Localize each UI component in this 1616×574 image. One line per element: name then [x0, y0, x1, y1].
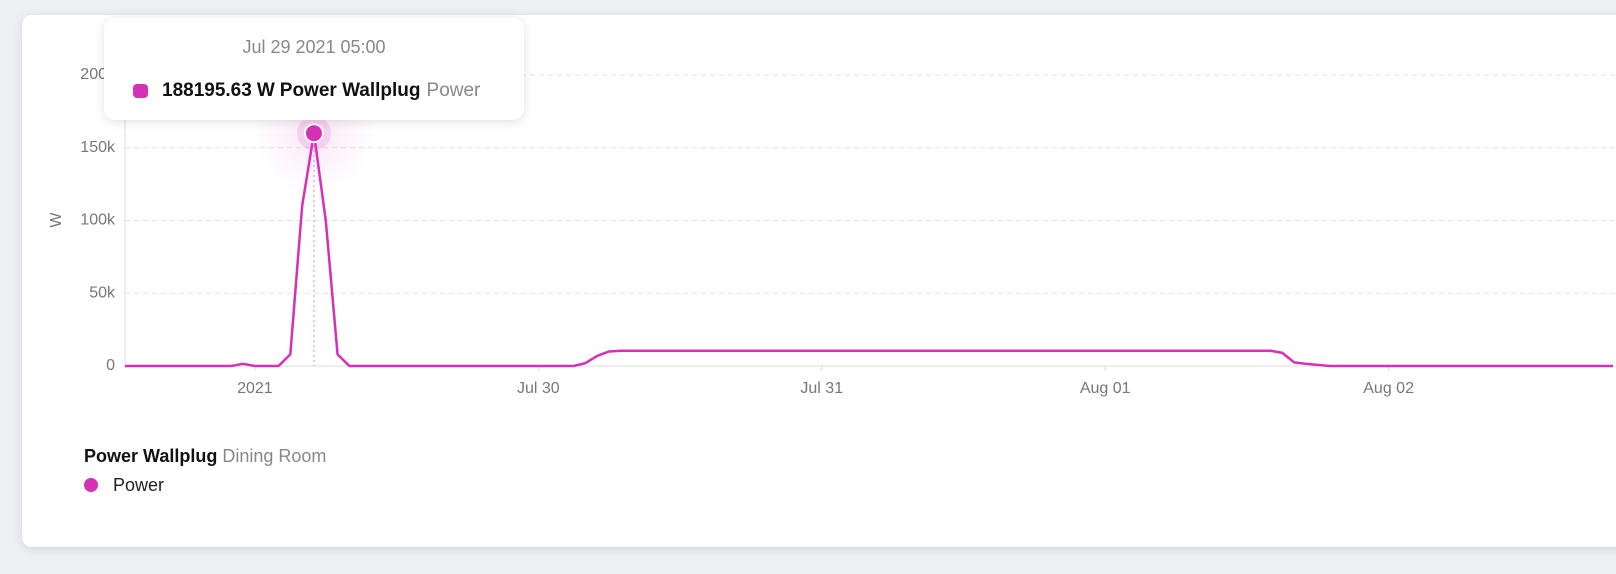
- y-tick-label: 150k: [80, 139, 116, 156]
- legend-swatch[interactable]: [84, 478, 98, 492]
- x-tick-label: Jul 31: [800, 380, 843, 397]
- tooltip-unit: W: [257, 80, 275, 101]
- x-tick-label: Aug 01: [1080, 380, 1131, 397]
- tooltip-swatch: [133, 84, 148, 98]
- tooltip-entity: Power Wallplug: [280, 80, 421, 101]
- tooltip: [104, 18, 524, 120]
- y-tick-label: 50k: [89, 284, 116, 301]
- tooltip-value: 188195.63: [162, 80, 252, 101]
- tooltip-value-line: 188195.63 W Power Wallplug Power: [162, 80, 481, 101]
- x-tick-label: 2021: [237, 380, 273, 397]
- y-axis-title: W: [48, 212, 65, 228]
- series-line: [125, 131, 1613, 368]
- x-tick-label: Aug 02: [1363, 380, 1414, 397]
- hover-point: [303, 123, 324, 144]
- tooltip-series: Power: [427, 80, 482, 101]
- x-tick-label: Jul 30: [517, 380, 560, 397]
- legend-label[interactable]: Power: [113, 475, 164, 495]
- y-tick-label: 100k: [80, 212, 116, 229]
- y-tick-label: 0: [106, 357, 115, 374]
- legend-entity: Power Wallplug: [84, 446, 217, 466]
- tooltip-date: Jul 29 2021 05:00: [242, 37, 385, 57]
- legend-title: Power Wallplug Dining Room: [84, 446, 326, 466]
- legend-area: Dining Room: [222, 446, 326, 466]
